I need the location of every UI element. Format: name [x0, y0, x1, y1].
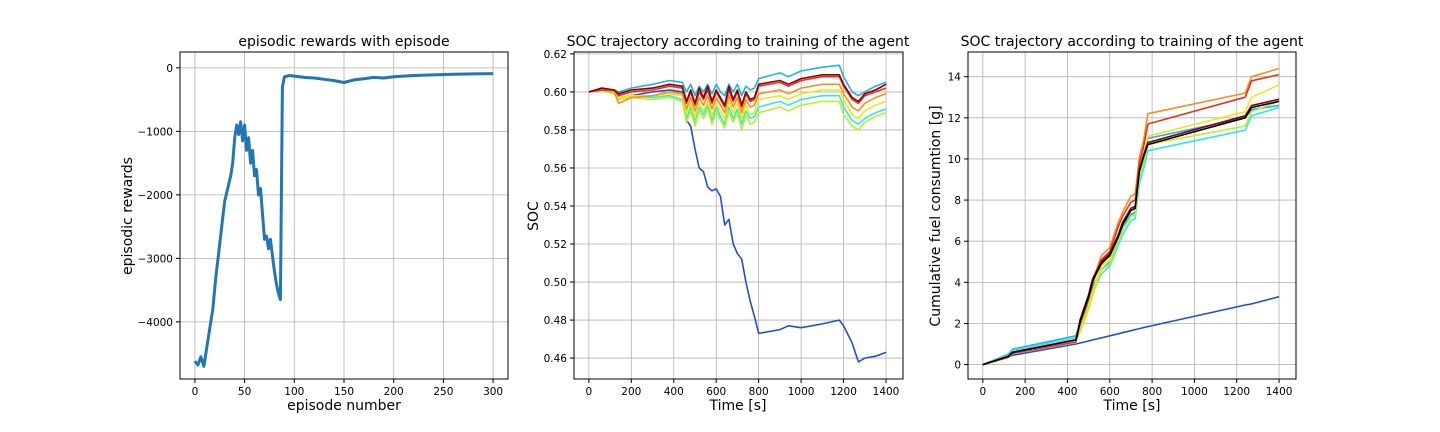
panel3-ylabel: Cumulative fuel consumtion [g]: [928, 105, 944, 326]
y-tick-label: 10: [948, 154, 961, 166]
series-line-0: [193, 72, 494, 368]
panel1-title: episodic rewards with episode: [238, 34, 449, 50]
panel1-ticks: 0 50 100 150 200 250 300 0 −1000 −2000 −3000 −4000: [137, 63, 503, 398]
x-tick-label: 200: [384, 386, 404, 398]
panel2-ticks: 0 200 400 600 800 1000 1200 1400 0.46 0.48 0.50 0.5…: [544, 49, 900, 398]
y-tick-label: −1000: [137, 126, 173, 138]
panel3-xlabel: Time [s]: [1103, 398, 1161, 414]
series-line-2: [588, 89, 887, 125]
x-tick-label: 0: [586, 386, 593, 398]
x-tick-label: 0: [979, 386, 986, 398]
series-line-0: [982, 295, 1280, 366]
y-tick-label: 0.60: [544, 87, 567, 99]
x-tick-label: 300: [483, 386, 503, 398]
x-tick-label: 150: [334, 386, 354, 398]
x-tick-label: 600: [706, 386, 726, 398]
series-line-7: [588, 74, 887, 106]
panel2-ylabel: SOC: [526, 201, 542, 231]
x-tick-label: 250: [433, 386, 453, 398]
y-tick-label: 0: [166, 63, 173, 75]
panel-episodic-rewards: episodic rewards with episode episode nu…: [120, 34, 509, 414]
x-tick-label: 50: [238, 386, 251, 398]
panel2-frame: [573, 51, 904, 380]
y-tick-label: 0.50: [544, 277, 567, 289]
x-tick-label: 1200: [1223, 386, 1250, 398]
panel-soc-trajectory: SOC trajectory according to training of …: [526, 34, 910, 414]
y-tick-label: −2000: [137, 190, 173, 202]
panel1-gridlines: [180, 52, 508, 379]
y-tick-label: 0: [954, 360, 961, 372]
panel-fuel-consumption: SOC trajectory according to training of …: [928, 34, 1304, 414]
x-tick-label: 100: [284, 386, 304, 398]
panel3-frame: [967, 51, 1297, 380]
x-tick-label: 1400: [1266, 386, 1293, 398]
x-tick-label: 800: [1142, 386, 1162, 398]
panel1-frame: [179, 51, 509, 380]
y-tick-label: 0.58: [544, 125, 567, 137]
y-tick-label: 0.62: [544, 49, 567, 61]
panel1-lines: [193, 72, 494, 368]
y-tick-label: 14: [948, 72, 962, 84]
y-tick-label: 4: [954, 277, 961, 289]
panel2-lines: [588, 64, 887, 363]
panel3-ticks: 0 200 400 600 800 1000 1200 1400 0 2 4 6 8 10 12 14: [948, 72, 1293, 398]
y-tick-label: 6: [954, 236, 961, 248]
y-tick-label: 0.48: [544, 315, 567, 327]
x-tick-label: 200: [1015, 386, 1035, 398]
series-line-6: [982, 73, 1280, 366]
x-tick-label: 1000: [788, 386, 815, 398]
x-tick-label: 1200: [830, 386, 857, 398]
x-tick-label: 200: [621, 386, 641, 398]
y-tick-label: 0.52: [544, 239, 567, 251]
series-line-4: [588, 89, 887, 120]
y-tick-label: −4000: [137, 317, 173, 329]
panel1-ylabel: episodic rewards: [120, 157, 136, 275]
y-tick-label: 0.54: [544, 201, 568, 213]
series-line-0: [588, 89, 887, 363]
y-tick-label: 2: [954, 318, 961, 330]
panel2-title: SOC trajectory according to training of …: [567, 34, 910, 50]
x-tick-label: 1400: [873, 386, 900, 398]
x-tick-label: 400: [664, 386, 684, 398]
series-line-8: [982, 100, 1280, 366]
series-line-2: [982, 106, 1280, 366]
y-tick-label: 12: [948, 113, 961, 125]
x-tick-label: 1000: [1181, 386, 1208, 398]
series-line-3: [982, 100, 1280, 366]
y-tick-label: −3000: [137, 253, 173, 265]
x-tick-label: 800: [749, 386, 769, 398]
y-tick-label: 8: [954, 195, 961, 207]
x-tick-label: 0: [192, 386, 199, 398]
series-line-1: [982, 104, 1280, 366]
panel3-title: SOC trajectory according to training of …: [961, 34, 1304, 50]
series-line-1: [588, 64, 887, 97]
x-tick-label: 600: [1100, 386, 1120, 398]
series-line-7: [982, 98, 1280, 366]
panel3-lines: [982, 67, 1280, 366]
series-line-5: [588, 83, 887, 114]
series-line-4: [982, 84, 1280, 366]
panel1-xlabel: episode number: [287, 398, 401, 414]
x-tick-label: 400: [1057, 386, 1077, 398]
panel3-gridlines: [968, 52, 1296, 379]
y-tick-label: 0.56: [544, 163, 568, 175]
panel2-xlabel: Time [s]: [709, 398, 767, 414]
y-tick-label: 0.46: [544, 353, 568, 365]
series-line-3: [588, 89, 887, 131]
